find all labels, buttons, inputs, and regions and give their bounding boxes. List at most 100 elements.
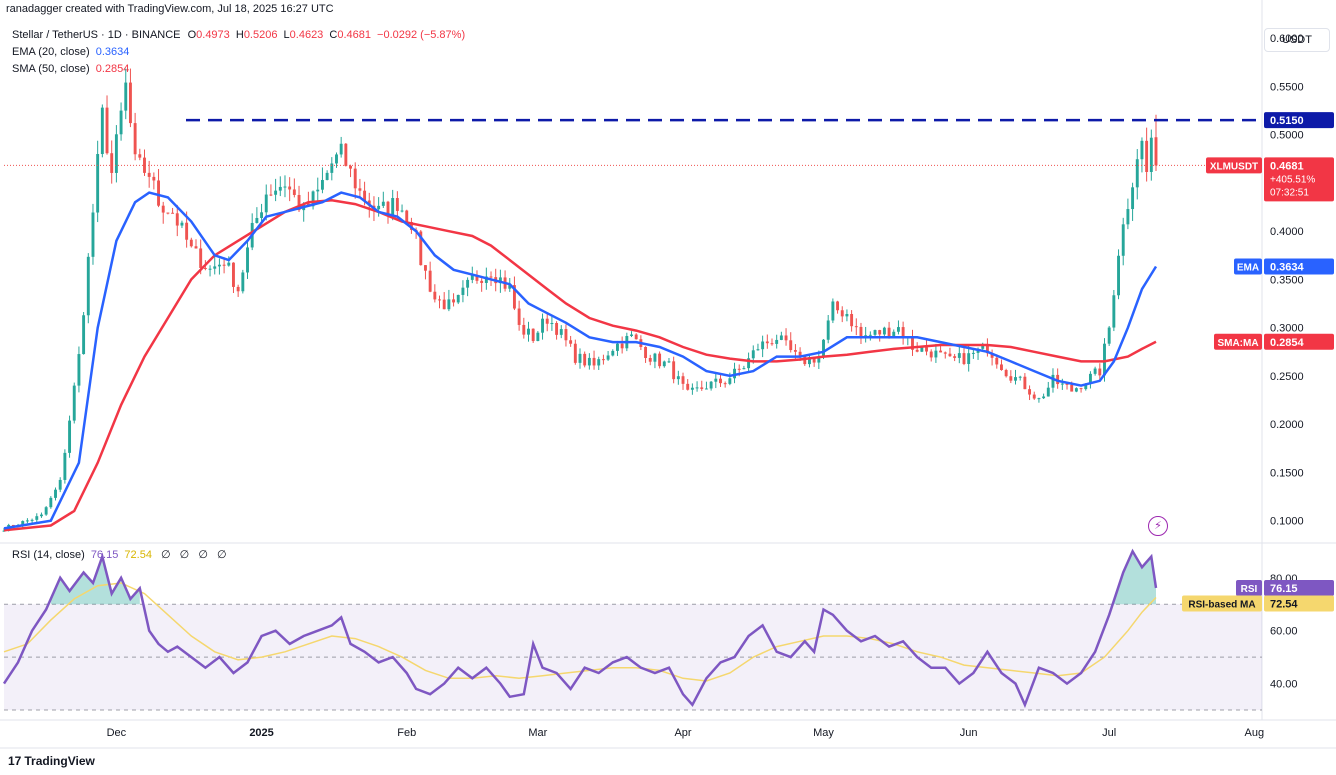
candle[interactable]: [592, 350, 596, 370]
candle[interactable]: [1037, 397, 1041, 403]
candle[interactable]: [686, 379, 690, 391]
candle[interactable]: [953, 353, 957, 362]
candle[interactable]: [246, 240, 249, 279]
candle[interactable]: [147, 160, 151, 188]
candle[interactable]: [152, 172, 156, 190]
candle[interactable]: [194, 239, 198, 249]
candle[interactable]: [278, 176, 282, 197]
candle[interactable]: [873, 329, 877, 338]
candle[interactable]: [770, 338, 774, 346]
candle[interactable]: [709, 380, 713, 391]
symbol-legend[interactable]: Stellar / TetherUS · 1D · BINANCE O0.497…: [12, 29, 465, 41]
candle[interactable]: [775, 334, 779, 349]
candle[interactable]: [1135, 149, 1139, 200]
candle[interactable]: [461, 280, 465, 303]
candle[interactable]: [1000, 359, 1003, 371]
candle[interactable]: [35, 513, 39, 523]
candle[interactable]: [222, 257, 226, 274]
candle[interactable]: [110, 140, 114, 184]
candle[interactable]: [180, 220, 184, 229]
candle[interactable]: [1107, 325, 1111, 346]
candle[interactable]: [213, 256, 217, 275]
candle[interactable]: [269, 184, 273, 197]
candle[interactable]: [189, 237, 193, 248]
candle[interactable]: [901, 321, 905, 345]
candle[interactable]: [119, 102, 123, 141]
candle[interactable]: [962, 348, 966, 366]
candle[interactable]: [569, 335, 573, 347]
candle[interactable]: [433, 284, 437, 303]
candle[interactable]: [264, 184, 268, 221]
candle[interactable]: [105, 95, 109, 155]
candle[interactable]: [611, 349, 615, 357]
candle[interactable]: [779, 331, 783, 341]
candle[interactable]: [541, 313, 544, 340]
candle[interactable]: [288, 177, 292, 202]
candle[interactable]: [377, 197, 381, 217]
candle[interactable]: [161, 201, 165, 224]
candle[interactable]: [854, 318, 858, 336]
candle[interactable]: [808, 353, 811, 368]
candle[interactable]: [985, 338, 989, 357]
candle[interactable]: [175, 204, 179, 237]
currency-button[interactable]: USDT: [1264, 28, 1330, 52]
candle[interactable]: [1088, 371, 1092, 389]
candle[interactable]: [719, 373, 722, 387]
candle[interactable]: [630, 331, 633, 338]
candle[interactable]: [114, 125, 118, 183]
candle[interactable]: [44, 506, 48, 516]
candle[interactable]: [550, 315, 554, 331]
candle[interactable]: [49, 496, 53, 509]
candle[interactable]: [840, 306, 844, 323]
candle[interactable]: [723, 381, 727, 388]
candle[interactable]: [742, 365, 746, 370]
candle[interactable]: [1117, 249, 1120, 300]
candle[interactable]: [1126, 198, 1130, 230]
sma-legend[interactable]: SMA (50, close) 0.2854: [12, 63, 129, 75]
candle[interactable]: [330, 157, 334, 181]
candle[interactable]: [1009, 370, 1013, 384]
candle[interactable]: [747, 352, 751, 372]
candle[interactable]: [765, 334, 769, 349]
candle[interactable]: [358, 178, 362, 198]
candle[interactable]: [653, 352, 657, 369]
candle[interactable]: [86, 253, 90, 324]
candle[interactable]: [1056, 368, 1060, 389]
candle[interactable]: [292, 178, 296, 198]
candle[interactable]: [887, 321, 891, 339]
candle[interactable]: [353, 162, 357, 199]
candle[interactable]: [531, 328, 535, 343]
candle[interactable]: [424, 265, 427, 280]
candle[interactable]: [733, 362, 736, 384]
candle[interactable]: [1032, 391, 1036, 400]
candle[interactable]: [100, 104, 104, 158]
candle[interactable]: [761, 335, 765, 358]
candle[interactable]: [339, 136, 343, 158]
candle[interactable]: [667, 357, 671, 364]
candle[interactable]: [578, 348, 582, 369]
candle[interactable]: [512, 276, 516, 311]
candle[interactable]: [882, 326, 886, 337]
candle[interactable]: [143, 149, 146, 176]
candle[interactable]: [260, 203, 264, 223]
candle[interactable]: [789, 332, 793, 353]
candle[interactable]: [349, 164, 352, 178]
candle[interactable]: [957, 347, 961, 364]
candle[interactable]: [227, 256, 231, 267]
candle[interactable]: [1046, 381, 1050, 397]
candle[interactable]: [1154, 114, 1158, 172]
candle[interactable]: [241, 269, 245, 294]
candle[interactable]: [929, 349, 933, 362]
candle[interactable]: [527, 321, 530, 342]
candle[interactable]: [311, 190, 315, 210]
candle[interactable]: [601, 354, 605, 365]
candle[interactable]: [911, 329, 914, 356]
candle[interactable]: [967, 345, 971, 372]
candle[interactable]: [648, 354, 652, 366]
candle[interactable]: [587, 353, 591, 370]
candle[interactable]: [480, 278, 484, 292]
candle[interactable]: [405, 209, 409, 223]
candle[interactable]: [850, 310, 854, 332]
candle[interactable]: [25, 518, 29, 524]
